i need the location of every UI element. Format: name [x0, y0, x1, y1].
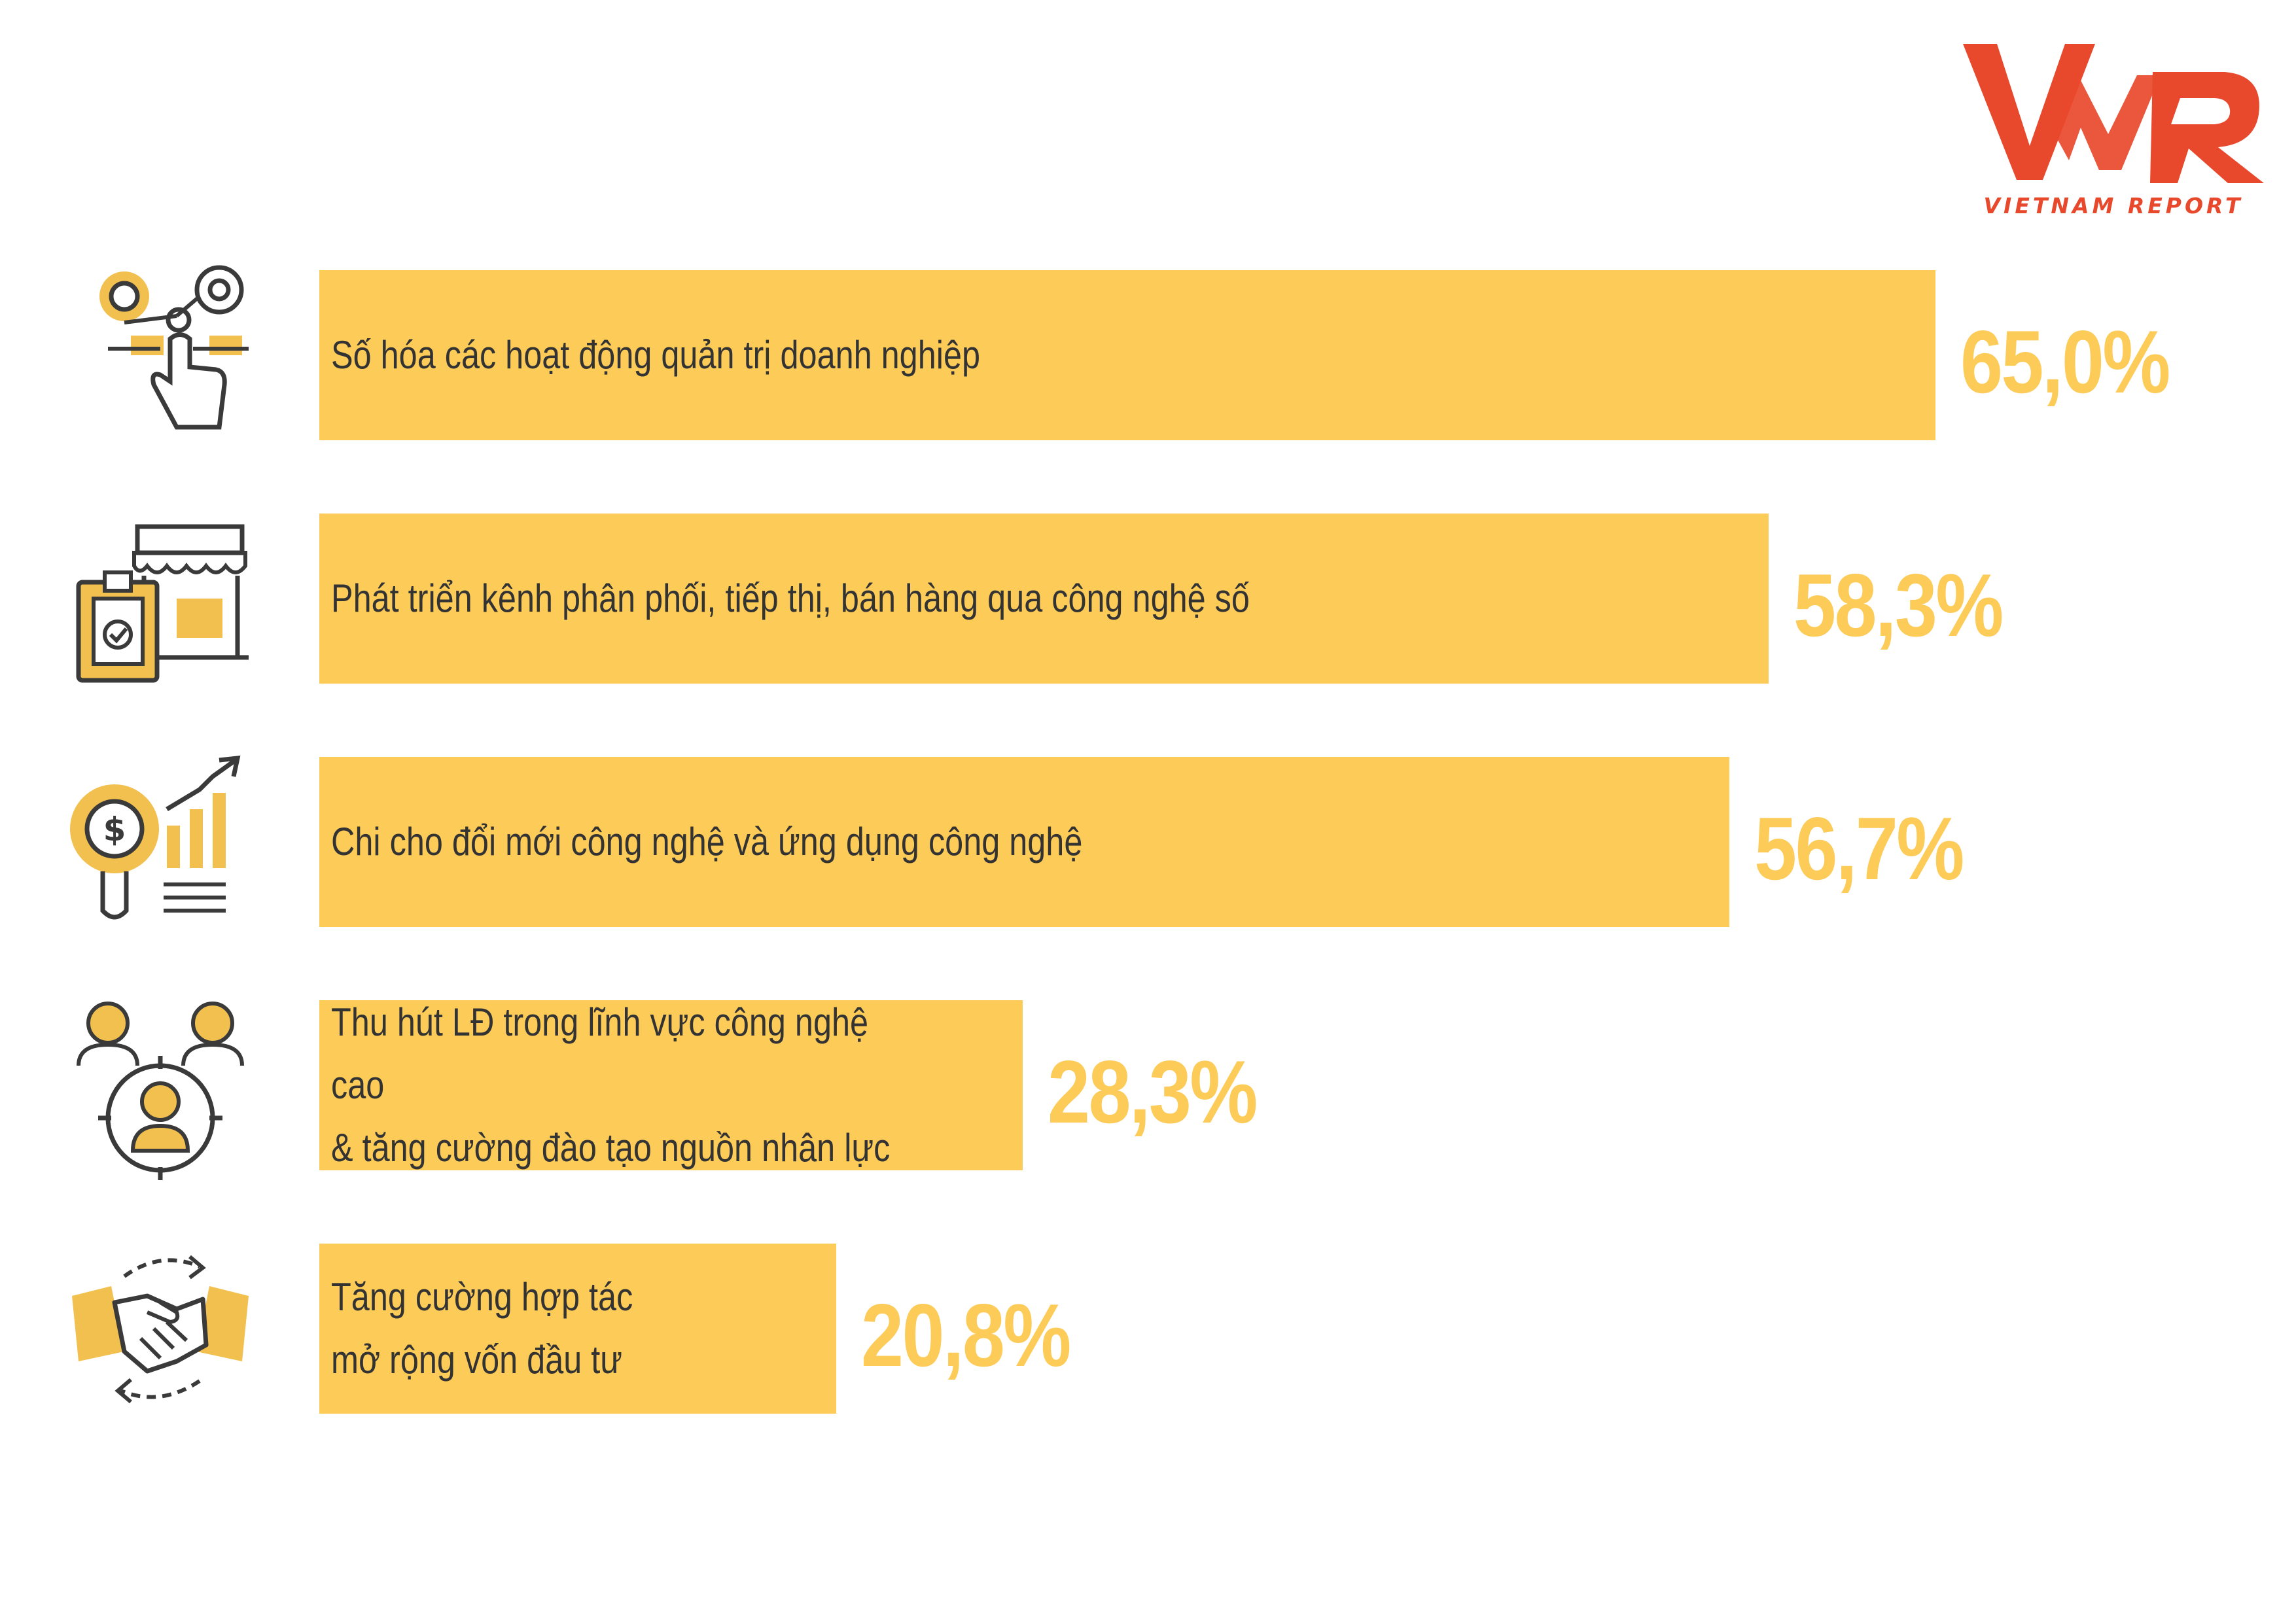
bar: Chi cho đổi mới công nghệ và ứng dụng cô…: [319, 757, 1729, 927]
value-label: 56,7%: [1754, 799, 1964, 898]
svg-text:$: $: [103, 811, 126, 848]
digital-management-icon: [62, 257, 258, 453]
handshake-icon: [62, 1230, 258, 1427]
value-label: 65,0%: [1960, 312, 2170, 411]
bar-label: Tăng cường hợp tác mở rộng vốn đầu tư: [331, 1275, 633, 1382]
bar: Thu hút LĐ trong lĩnh vực công nghệ cao …: [319, 1000, 1023, 1170]
bar: Tăng cường hợp tác mở rộng vốn đầu tư: [319, 1244, 836, 1414]
bar: Phát triển kênh phân phối, tiếp thị, bán…: [319, 514, 1769, 684]
bar-label: Số hóa các hoạt động quản trị doanh nghi…: [331, 333, 981, 377]
bar-label: Phát triển kênh phân phối, tiếp thị, bán…: [331, 576, 1250, 620]
value-label: 28,3%: [1048, 1042, 1258, 1142]
value-label: 20,8%: [861, 1285, 1071, 1385]
bar: Số hóa các hoạt động quản trị doanh nghi…: [319, 270, 1935, 440]
investment-growth-icon: $: [62, 744, 258, 940]
bar-label: Thu hút LĐ trong lĩnh vực công nghệ cao …: [331, 1000, 891, 1170]
vietnam-report-logo: VIETNAM REPORT: [1956, 36, 2270, 232]
value-label: 58,3%: [1793, 555, 2004, 655]
logo-caption: VIETNAM REPORT: [1983, 193, 2244, 218]
recruitment-target-icon: [62, 987, 258, 1183]
online-store-icon: [62, 500, 258, 697]
bar-label: Chi cho đổi mới công nghệ và ứng dụng cô…: [331, 820, 1083, 864]
